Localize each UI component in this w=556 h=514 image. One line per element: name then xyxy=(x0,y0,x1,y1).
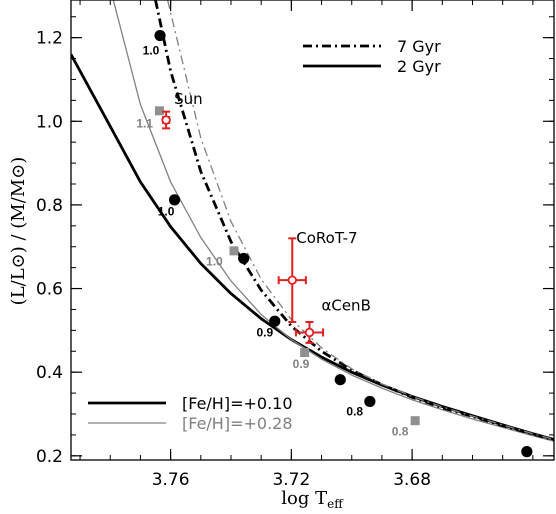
x-tick-label-1: 3.72 xyxy=(272,470,310,490)
mass-label-2: 1.0 xyxy=(158,204,175,218)
mass-label-6: 0.8 xyxy=(346,404,363,418)
axis-ticks: 0.2 0.4 0.6 0.8 1.0 1.2 3.76 3.72 3.68 xyxy=(36,0,554,490)
star-point-2 xyxy=(304,327,315,338)
mass-label-1: 1.1 xyxy=(136,117,153,131)
mass-label-5: 0.9 xyxy=(293,357,310,371)
legend-metallicity: [Fe/H]=+0.10[Fe/H]=+0.28 xyxy=(88,394,293,433)
star-point-1 xyxy=(287,275,297,285)
legend-label-legend-top-1: 2 Gyr xyxy=(397,57,441,76)
mass-marker-gray-1 xyxy=(229,246,239,256)
star-label-2: αCenB xyxy=(321,296,370,314)
star-1: CoRoT-7 xyxy=(277,229,358,323)
mass-marker-gray-2 xyxy=(300,348,310,358)
legend-label-legend-bottom-1: [Fe/H]=+0.28 xyxy=(182,414,293,433)
y-tick-label-2: 0.6 xyxy=(36,280,63,300)
y-tick-label-4: 1.0 xyxy=(36,112,63,132)
mass-marker-black-5 xyxy=(364,395,376,408)
mass-label-0: 1.0 xyxy=(143,43,160,57)
y-axis-label: (L/L⊙) / (M/M⊙) xyxy=(8,157,29,306)
star-2: αCenB xyxy=(294,296,371,344)
plot-frame xyxy=(70,0,555,461)
y-tick-label-1: 0.4 xyxy=(36,363,63,383)
y-tick-label-5: 1.2 xyxy=(36,29,63,49)
mass-marker-black-2 xyxy=(238,252,250,265)
mass-marker-black-6 xyxy=(521,446,533,458)
legend-label-legend-bottom-0: [Fe/H]=+0.10 xyxy=(182,394,293,413)
mass-marker-black-1 xyxy=(168,194,181,206)
star-label-1: CoRoT-7 xyxy=(296,229,357,247)
mass-marker-gray-3 xyxy=(410,416,420,426)
mass-marker-black-4 xyxy=(334,374,346,386)
star-point-0 xyxy=(161,115,171,125)
star-0: Sun xyxy=(161,90,203,130)
series-line-3 xyxy=(166,0,554,441)
isochrone-curves xyxy=(71,0,554,442)
star-label-0: Sun xyxy=(174,90,203,108)
mass-label-7: 0.8 xyxy=(392,425,409,439)
series-line-1 xyxy=(112,0,554,442)
y-tick-label-3: 0.8 xyxy=(36,196,63,216)
mass-label-4: 0.9 xyxy=(256,326,273,340)
mass-labels: 1.0 1.1 1.0 1.0 0.9 0.9 0.8 0.8 xyxy=(136,43,408,438)
mass-label-3: 1.0 xyxy=(206,255,223,269)
mass-marker-black-3 xyxy=(269,315,281,327)
y-tick-label-0: 0.2 xyxy=(36,447,63,467)
x-tick-label-0: 3.76 xyxy=(152,470,190,490)
x-tick-label-2: 3.68 xyxy=(393,470,431,490)
legend-label-legend-top-0: 7 Gyr xyxy=(397,37,441,56)
x-axis-label: log Teff xyxy=(281,488,344,511)
star-points: Sun CoRoT-7 αCenB xyxy=(161,90,371,344)
mass-marker-gray-0 xyxy=(154,106,164,116)
mass-markers xyxy=(154,29,533,458)
mass-marker-black-0 xyxy=(154,29,166,42)
